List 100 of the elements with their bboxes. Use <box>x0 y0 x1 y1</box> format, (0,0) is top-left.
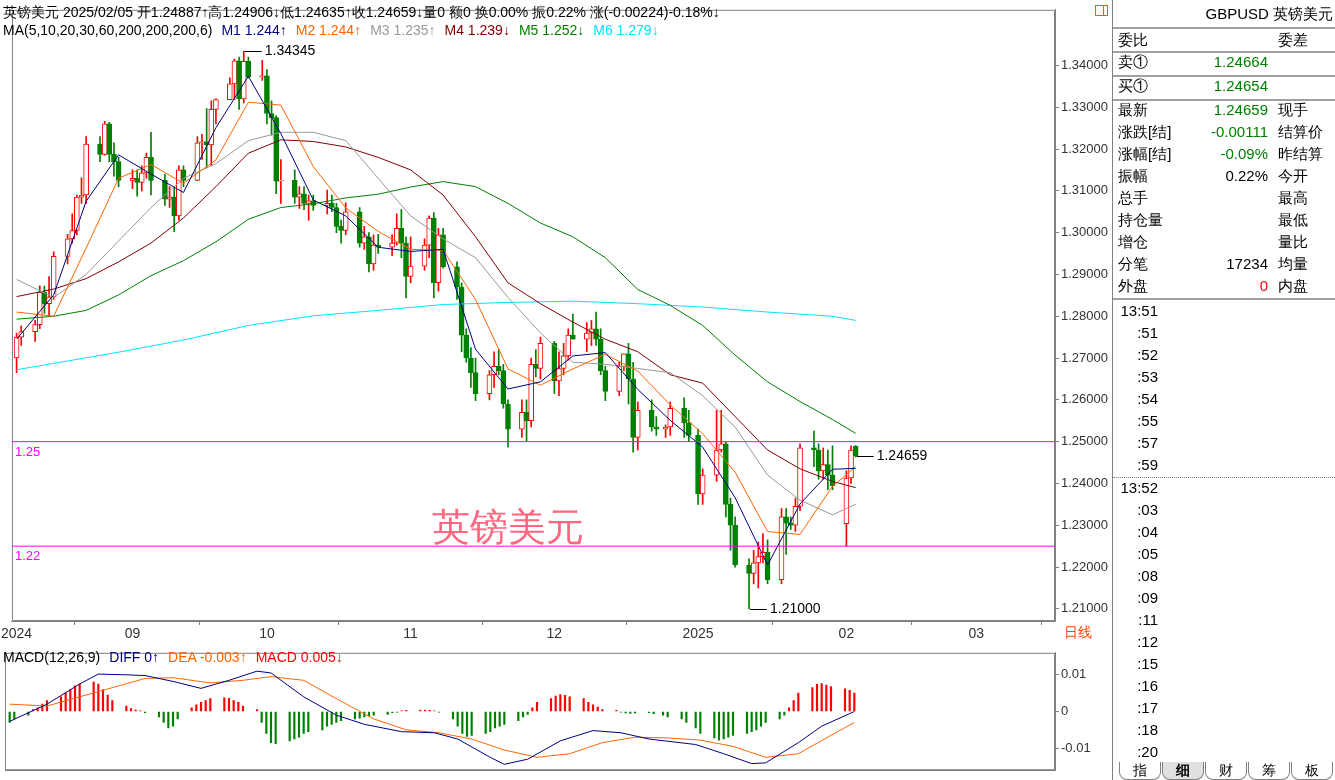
bar <box>503 711 506 725</box>
text: :53 <box>1137 367 1158 387</box>
chart-title: MACD(12,26,9) <box>3 649 101 665</box>
bar <box>209 698 212 712</box>
text: :52 <box>1137 345 1158 365</box>
text: :03 <box>1137 500 1158 520</box>
bar <box>269 711 273 744</box>
text: 涨幅[结] <box>1118 144 1172 164</box>
bar <box>713 711 716 739</box>
text: 最新 <box>1118 100 1148 120</box>
text: M3 1.235↑ <box>370 22 436 38</box>
text: 振幅 <box>1118 166 1148 186</box>
text: :18 <box>1137 720 1158 740</box>
text: 买① <box>1118 76 1148 96</box>
bar <box>717 711 721 741</box>
y-tick-label: 1.31000 <box>1061 182 1108 198</box>
bar <box>563 695 567 712</box>
text: 13:52 <box>1120 478 1158 498</box>
text: 最高 <box>1278 188 1308 208</box>
bar <box>293 711 296 740</box>
series-label: DIFF 0↑ <box>109 649 160 665</box>
text: 日线 <box>1064 624 1092 640</box>
bar <box>265 711 268 734</box>
text: 分笔 <box>1118 254 1148 274</box>
text: 现手 <box>1278 100 1308 120</box>
y-tick-label: 1.21000 <box>1061 600 1108 616</box>
text: -0.09% <box>1220 144 1268 164</box>
bar <box>260 711 263 723</box>
y-tick-label: 0 <box>1061 703 1069 719</box>
text: :05 <box>1137 544 1158 564</box>
annotation: 1.21000 <box>770 599 821 616</box>
y-tick-label: 1.30000 <box>1061 224 1108 240</box>
bar <box>535 702 539 712</box>
text: MA(5,10,20,30,60,200,200,200,6) <box>3 22 213 38</box>
bar <box>274 711 277 745</box>
annotation: 1.24659 <box>876 446 928 463</box>
bar <box>321 711 324 731</box>
bar <box>232 700 235 712</box>
text: :59 <box>1137 455 1158 475</box>
bar <box>699 711 702 734</box>
text: M6 1.279↓ <box>593 22 659 38</box>
candlestick <box>783 508 789 555</box>
text: :54 <box>1137 389 1158 409</box>
bar <box>727 711 730 738</box>
bar <box>517 711 520 721</box>
candlestick <box>532 349 539 378</box>
text: :20 <box>1137 742 1158 762</box>
text: M2 1.244↑ <box>295 22 362 38</box>
text: GBPUSD 英镑美元 <box>1205 4 1333 24</box>
text: M1 1.244↑ <box>221 22 287 38</box>
bar <box>465 711 469 737</box>
x-tick-label: 09 <box>124 625 141 642</box>
annotation: 1.34345 <box>264 41 316 58</box>
bar <box>237 702 240 712</box>
bar <box>755 711 758 731</box>
x-tick-label: 10 <box>259 625 275 642</box>
bar <box>549 698 553 712</box>
series-label: DEA -0.003↑ <box>168 649 247 665</box>
y-tick-label: 1.23000 <box>1061 516 1108 532</box>
text: :57 <box>1137 433 1158 453</box>
text: :04 <box>1137 522 1158 542</box>
bar <box>811 687 814 712</box>
annotation: 英镑美元 <box>432 506 584 548</box>
text: 外盘 <box>1118 276 1148 296</box>
y-tick-label: 1.24000 <box>1061 475 1108 491</box>
text: 均量 <box>1278 254 1308 274</box>
bar <box>792 700 795 712</box>
bar <box>731 711 735 736</box>
text: 0 <box>1259 276 1268 296</box>
text: 筹 <box>1248 762 1290 780</box>
bar <box>307 711 310 733</box>
text: 13:51 <box>1120 301 1158 321</box>
bar <box>750 711 753 733</box>
bar <box>825 684 828 712</box>
x-tick-label: 12 <box>546 625 563 642</box>
text: :51 <box>1137 323 1158 343</box>
bar <box>227 697 231 712</box>
text: 增仓 <box>1118 232 1148 252</box>
text: -0.00111 <box>1211 122 1268 142</box>
ref-line-label: 1.25 <box>14 443 41 459</box>
text: 量比 <box>1278 232 1308 252</box>
bar <box>204 700 207 712</box>
text: :09 <box>1137 588 1158 608</box>
text: :15 <box>1137 654 1158 674</box>
y-tick-label: 1.27000 <box>1061 349 1108 365</box>
text: 持仓量 <box>1118 210 1163 230</box>
text: 0.22% <box>1225 166 1268 186</box>
text: M5 1.252↓ <box>518 22 585 38</box>
y-tick-label: 1.25000 <box>1061 433 1108 449</box>
bar <box>199 702 203 712</box>
y-tick-label: 1.22000 <box>1061 558 1108 574</box>
text: 17234 <box>1226 254 1268 274</box>
text: 板 <box>1291 762 1333 780</box>
text: 今开 <box>1278 166 1308 186</box>
text: :12 <box>1137 632 1158 652</box>
y-tick-label: 1.32000 <box>1061 140 1108 156</box>
candlestick <box>134 169 140 197</box>
text: 最低 <box>1278 210 1308 230</box>
bar <box>829 686 833 712</box>
bar <box>288 711 291 742</box>
